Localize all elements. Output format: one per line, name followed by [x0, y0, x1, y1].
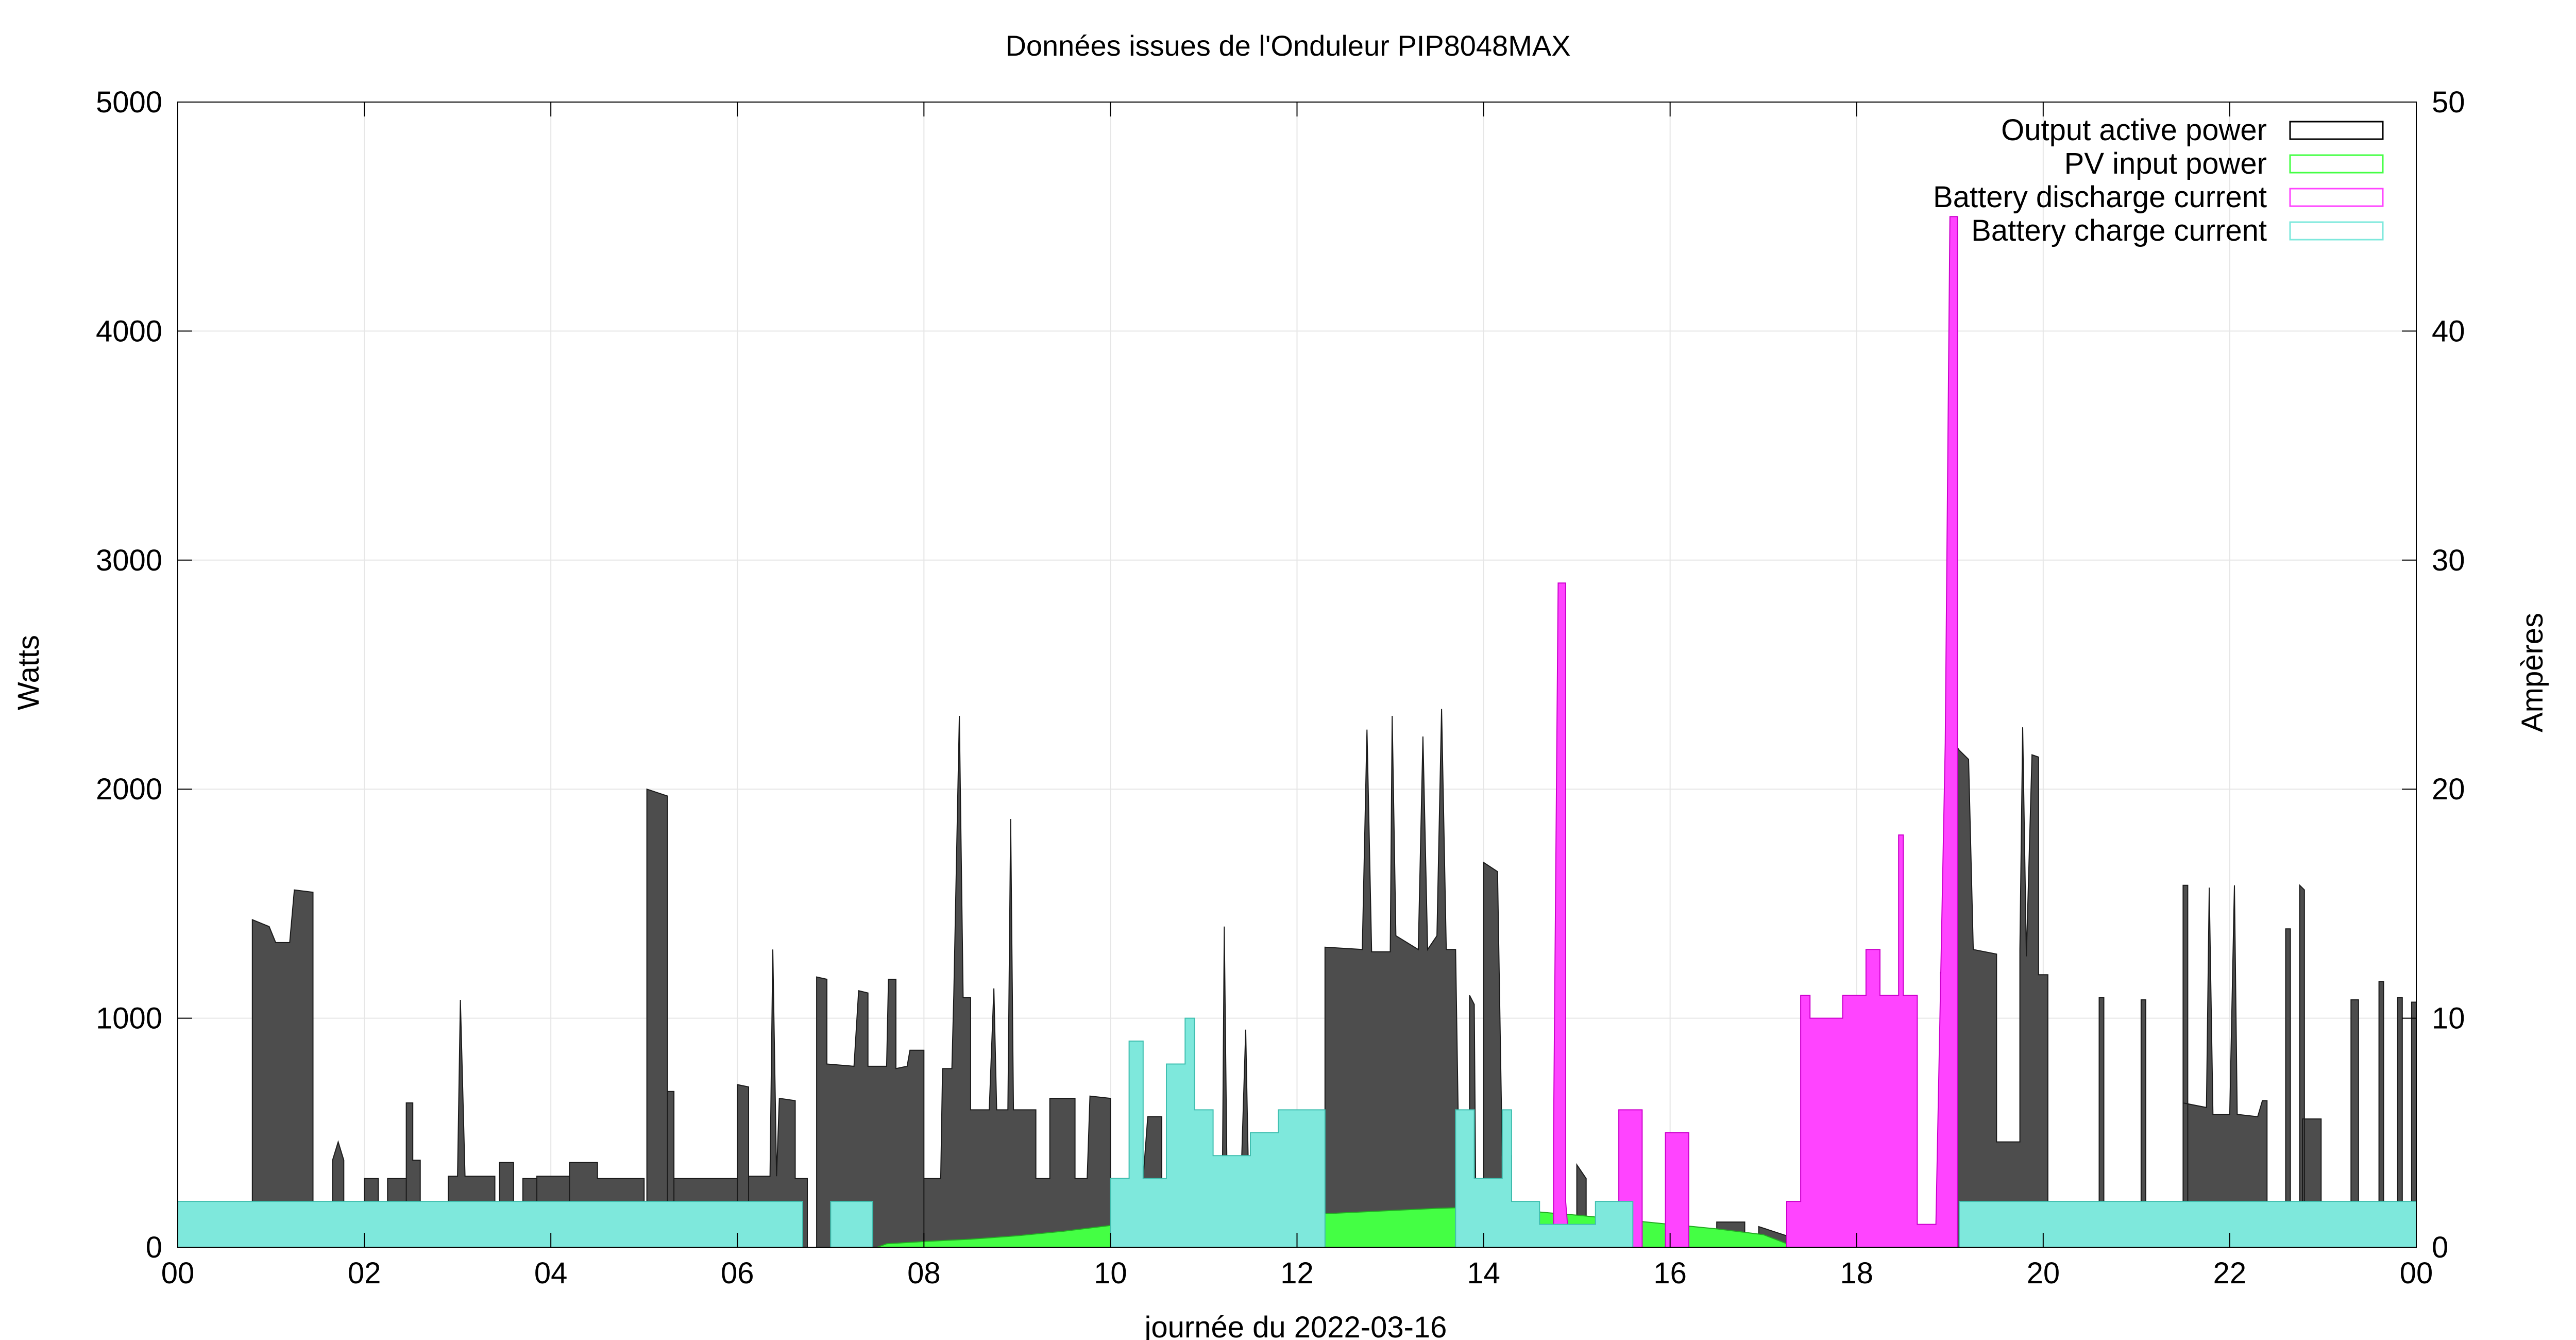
tick-marks: [177, 102, 2417, 1248]
y2-tick-label: 30: [2432, 544, 2465, 577]
x-tick-label: 02: [348, 1257, 381, 1290]
x-tick-label: 08: [907, 1257, 941, 1290]
y-tick-label: 0: [146, 1231, 162, 1264]
y2-tick-label: 0: [2432, 1231, 2448, 1264]
legend-label: Output active power: [2001, 113, 2267, 147]
legend-label: PV input power: [2064, 147, 2267, 180]
x-tick-label: 10: [1094, 1257, 1127, 1290]
series-layer: [177, 216, 2417, 1248]
chart-title: Données issues de l'Onduleur PIP8048MAX: [1005, 29, 1570, 62]
legend-swatch: [2289, 121, 2384, 140]
x-tick-label: 20: [2027, 1257, 2060, 1290]
x-tick-label: 16: [1653, 1257, 1687, 1290]
legend-swatch: [2289, 188, 2384, 207]
y-tick-label: 5000: [96, 86, 162, 119]
legend-label: Battery discharge current: [1933, 180, 2267, 214]
y-tick-label: 3000: [96, 544, 162, 577]
x-tick-label: 04: [534, 1257, 568, 1290]
legend-swatch: [2289, 221, 2384, 241]
y2-tick-label: 10: [2432, 1002, 2465, 1035]
y2-axis-label: Ampères: [2516, 613, 2549, 732]
y-tick-label: 4000: [96, 314, 162, 348]
x-tick-label: 18: [1840, 1257, 1873, 1290]
y-tick-labels: 0 1000 2000 3000 4000 5000: [96, 86, 162, 1264]
x-tick-label: 12: [1280, 1257, 1314, 1290]
y2-tick-label: 40: [2432, 314, 2465, 348]
y2-tick-label: 20: [2432, 773, 2465, 806]
x-tick-label: 22: [2213, 1257, 2247, 1290]
x-axis-label: journée du 2022-03-16: [1144, 1311, 1447, 1340]
y2-tick-label: 50: [2432, 86, 2465, 119]
y-axis-label: Watts: [12, 635, 45, 710]
legend-label: Battery charge current: [1971, 214, 2267, 247]
y-tick-label: 2000: [96, 773, 162, 806]
y2-tick-labels: 0 10 20 30 40 50: [2432, 86, 2465, 1264]
x-tick-labels: 00 02 04 06 08 10 12 14 16 18 20 22 00: [161, 1257, 2433, 1290]
legend-swatch: [2289, 154, 2384, 174]
x-tick-label: 00: [161, 1257, 195, 1290]
x-tick-label: 00: [2400, 1257, 2433, 1290]
x-tick-label: 06: [721, 1257, 754, 1290]
y-tick-label: 1000: [96, 1002, 162, 1035]
x-tick-label: 14: [1467, 1257, 1500, 1290]
